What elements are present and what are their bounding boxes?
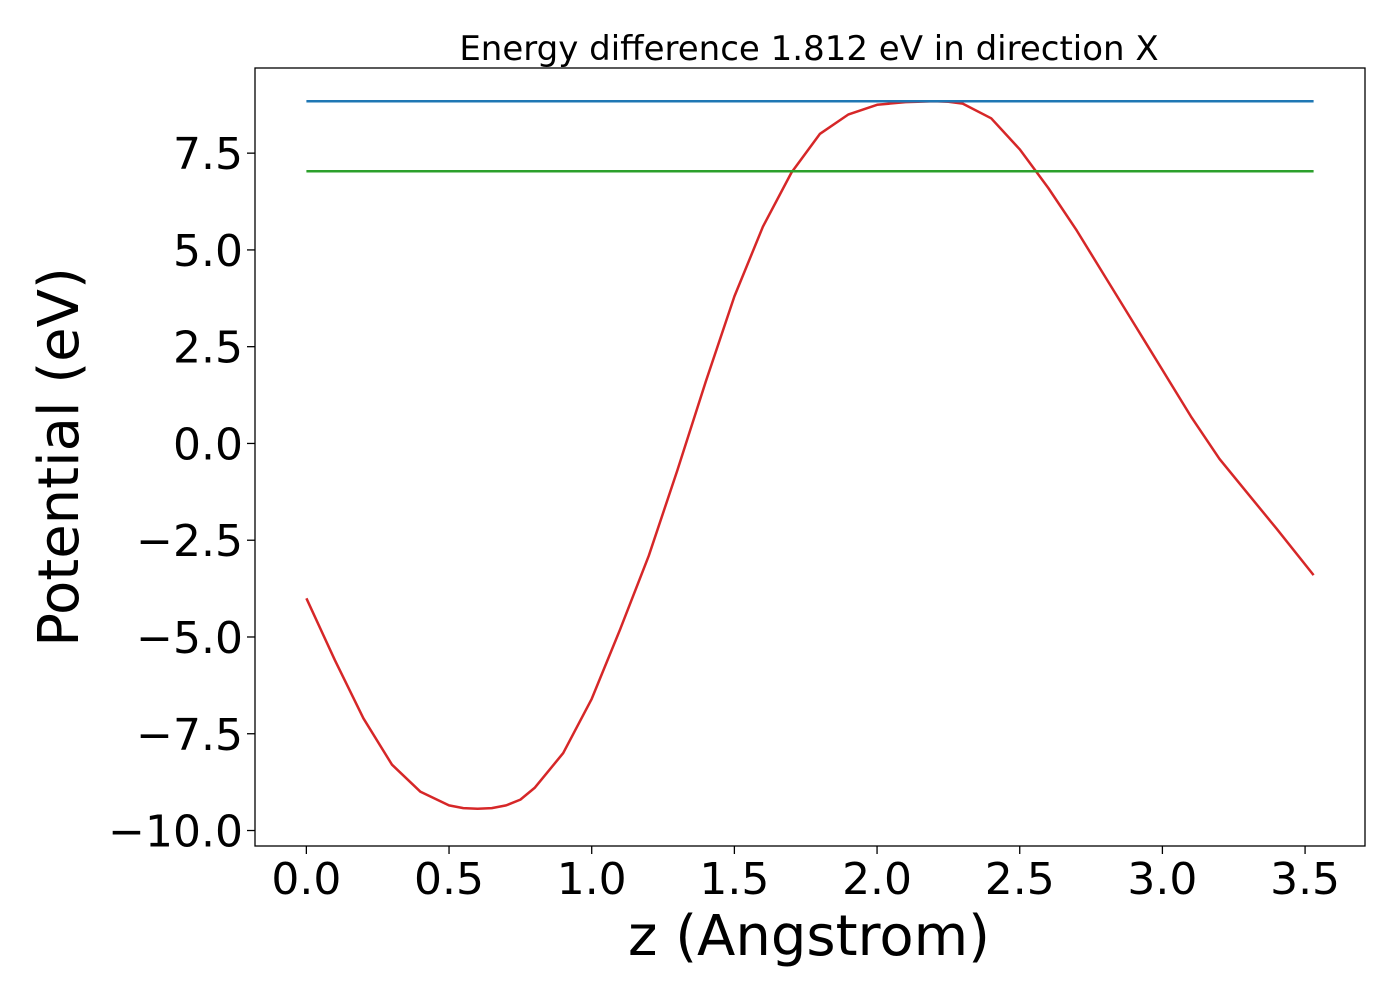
x-tick-label: 3.0 [1127,854,1197,905]
y-tick-label: −5.0 [136,613,243,664]
chart-title: Energy difference 1.812 eV in direction … [459,29,1158,69]
y-tick-label: −2.5 [136,516,243,567]
x-tick-label: 0.5 [414,854,484,905]
y-tick-label: −10.0 [108,807,243,858]
x-tick-label: 2.5 [985,854,1055,905]
series-line-0 [305,100,1315,811]
series-lines [305,100,1315,811]
y-tick-label: 0.0 [173,419,243,470]
y-axis: −10.0 −7.5 −5.0 −2.5 0.0 2.5 5.0 7.5 [108,129,255,858]
x-tick-label: 2.0 [842,854,912,905]
x-axis-title: z (Angstrom) [628,904,990,969]
x-axis: 0.0 0.5 1.0 1.5 2.0 2.5 3.0 3.5 [271,846,1340,905]
x-tick-label: 3.5 [1270,854,1340,905]
y-tick-label: 7.5 [173,129,243,180]
y-axis-title: Potential (eV) [27,267,92,647]
x-tick-label: 1.5 [699,854,769,905]
y-tick-label: 2.5 [173,323,243,374]
x-tick-label: 1.0 [557,854,627,905]
y-tick-label: −7.5 [136,710,243,761]
y-tick-label: 5.0 [173,226,243,277]
plot-area-frame [254,67,1366,847]
x-tick-label: 0.0 [271,854,341,905]
